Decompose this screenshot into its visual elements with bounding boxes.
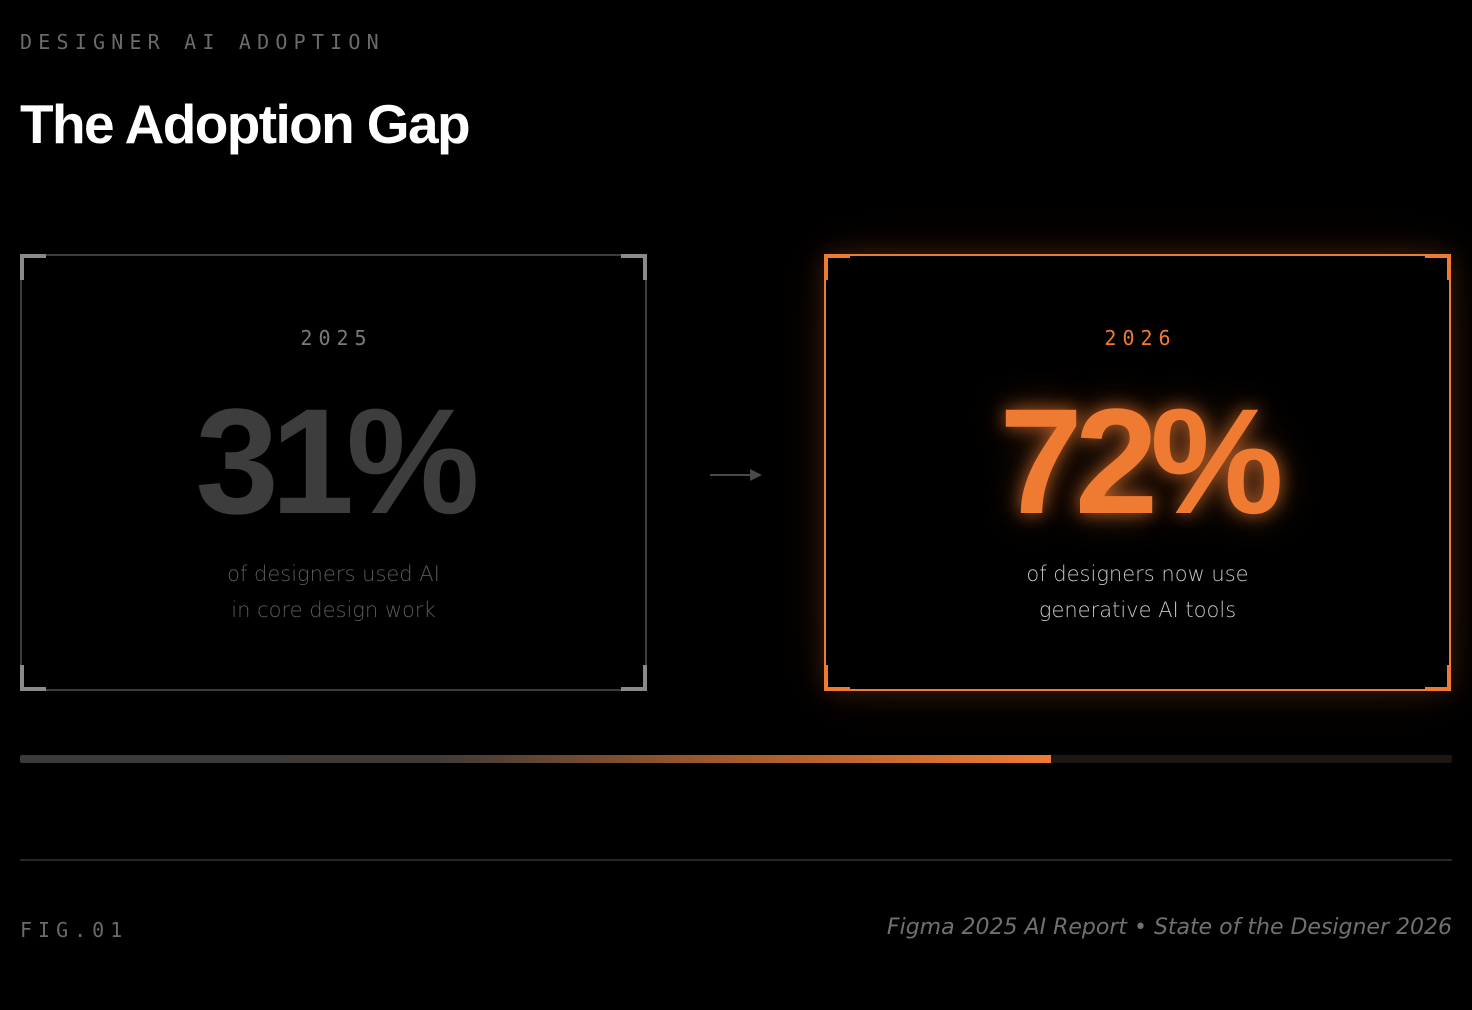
card-stat-value: 31%: [195, 377, 479, 545]
corner-bracket: [20, 254, 46, 280]
source-citation: Figma 2025 AI Report • State of the Desi…: [886, 915, 1452, 940]
corner-bracket: [824, 665, 850, 691]
card-description-line: of designers used AI: [227, 562, 440, 586]
page-title: The Adoption Gap: [20, 93, 471, 155]
card-description: of designers used AI in core design work: [22, 556, 645, 628]
card-description-line: in core design work: [231, 598, 436, 622]
card-description-line: of designers now use: [1026, 562, 1249, 586]
footer-divider: [20, 859, 1452, 861]
card-year: 2025: [300, 326, 373, 350]
card-2025: 2025 31% of designers used AI in core de…: [20, 254, 647, 691]
adoption-progress-fill: [20, 755, 1052, 763]
corner-bracket: [621, 254, 647, 280]
corner-bracket: [1425, 665, 1451, 691]
corner-bracket: [824, 254, 850, 280]
card-description: of designers now use generative AI tools: [826, 556, 1449, 628]
card-stat-value: 72%: [999, 377, 1283, 545]
corner-bracket: [1425, 254, 1451, 280]
eyebrow-label: DESIGNER AI ADOPTION: [20, 30, 385, 54]
corner-bracket: [621, 665, 647, 691]
corner-bracket: [20, 665, 46, 691]
arrow-right-icon: [710, 469, 762, 481]
card-description-line: generative AI tools: [1038, 598, 1237, 622]
card-2026: 2026 72% of designers now use generative…: [824, 254, 1451, 691]
adoption-progress-bar: [20, 755, 1452, 763]
figure-label: FIG.01: [20, 918, 129, 942]
card-year: 2026: [1104, 326, 1177, 350]
